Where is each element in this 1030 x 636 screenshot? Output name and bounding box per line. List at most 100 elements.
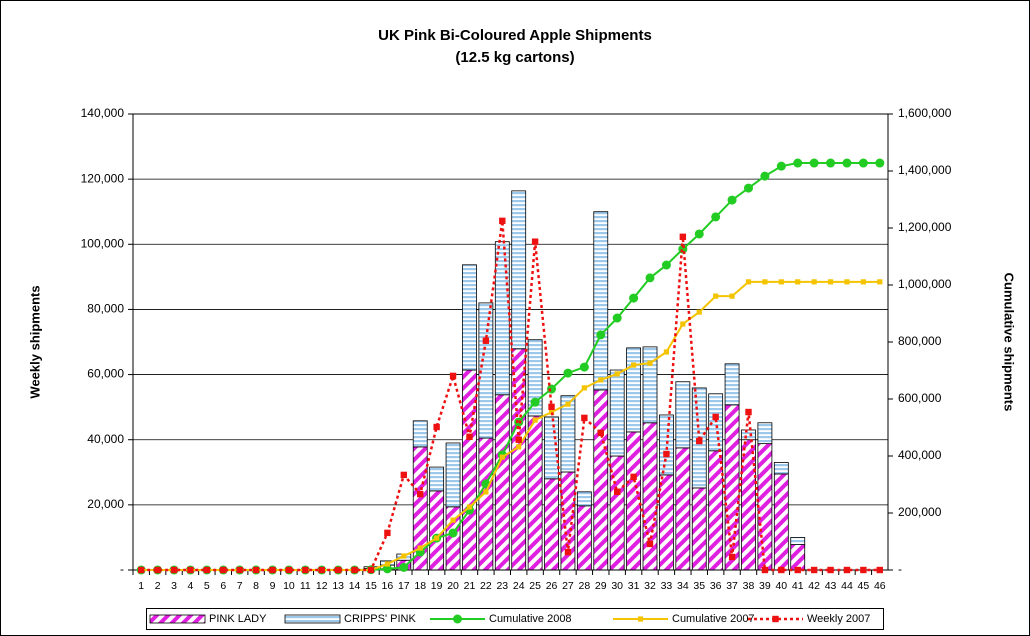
point — [499, 454, 505, 460]
point — [269, 566, 276, 574]
point — [843, 566, 851, 574]
x-tick-label: 24 — [513, 580, 525, 592]
point — [809, 158, 819, 168]
x-tick-label: 7 — [237, 580, 243, 592]
y2-tick-label: 1,400,000 — [898, 163, 952, 177]
point — [399, 562, 409, 572]
point — [170, 566, 178, 574]
bar — [462, 369, 477, 571]
x-tick-label: 6 — [220, 580, 226, 592]
point — [417, 490, 424, 498]
bar — [412, 420, 428, 448]
bar — [511, 190, 527, 350]
point — [630, 362, 637, 368]
point — [810, 566, 818, 574]
bar — [724, 404, 740, 571]
point — [482, 337, 490, 344]
legend-label: CRIPPS' PINK — [344, 613, 416, 625]
y-tick-label: 100,000 — [81, 236, 125, 250]
point — [499, 217, 506, 225]
legend-label: Weekly 2007 — [807, 613, 870, 625]
y-tick-label: 60,000 — [87, 367, 124, 381]
x-tick-label: 32 — [644, 580, 656, 592]
y2-tick-label: 1,000,000 — [898, 277, 952, 291]
x-tick-label: 35 — [693, 580, 705, 592]
legend-box — [146, 608, 884, 630]
point — [646, 540, 654, 548]
chart-title: UK Pink Bi-Coloured Apple Shipments — [378, 27, 652, 44]
point — [795, 279, 801, 285]
point — [433, 423, 440, 431]
point — [384, 529, 391, 537]
legend-label: PINK LADY — [209, 613, 267, 625]
x-tick-label: 14 — [349, 580, 361, 592]
point — [860, 279, 866, 285]
point — [581, 385, 587, 391]
point — [448, 528, 458, 538]
point — [761, 566, 769, 574]
y2-tick-label: 1,200,000 — [898, 220, 952, 234]
x-tick-label: 23 — [496, 580, 508, 592]
x-tick-label: 34 — [677, 580, 689, 592]
x-tick-label: 17 — [398, 580, 410, 592]
x-tick-label: 42 — [808, 580, 820, 592]
x-tick-label: 27 — [562, 580, 574, 592]
point — [434, 535, 440, 541]
point — [565, 401, 571, 407]
x-tick-label: 45 — [858, 580, 870, 592]
point — [844, 279, 850, 285]
point — [712, 413, 719, 421]
point — [236, 566, 243, 574]
point — [727, 195, 737, 205]
bar — [593, 389, 609, 571]
point — [367, 566, 375, 574]
y2-tick-label: 800,000 — [898, 334, 942, 348]
x-tick-label: 10 — [283, 580, 295, 592]
bar — [527, 415, 543, 571]
x-tick-label: 12 — [316, 580, 328, 592]
legend-label: Cumulative 2008 — [489, 613, 572, 625]
bar — [659, 474, 674, 571]
y-tick-label: 120,000 — [81, 171, 125, 185]
x-tick-label: 25 — [529, 580, 541, 592]
bar — [429, 490, 445, 571]
bar — [708, 393, 724, 452]
point — [285, 566, 293, 574]
point — [466, 504, 473, 510]
bar — [741, 429, 756, 441]
point — [679, 233, 687, 240]
bar — [691, 487, 707, 571]
point — [696, 437, 703, 445]
y2-tick-label: 400,000 — [898, 448, 942, 462]
x-tick-label: 20 — [447, 580, 459, 592]
bar — [659, 414, 674, 476]
x-tick-label: 13 — [332, 580, 344, 592]
bar — [642, 422, 658, 571]
y2-tick-label: 200,000 — [898, 505, 942, 519]
point — [680, 321, 686, 327]
point — [597, 429, 604, 437]
point — [629, 293, 639, 303]
bar — [527, 339, 543, 417]
point — [860, 566, 867, 574]
point — [811, 279, 817, 285]
x-tick-label: 36 — [710, 580, 722, 592]
bar — [462, 264, 477, 371]
point — [598, 377, 604, 383]
point — [547, 384, 557, 394]
bar — [576, 505, 592, 571]
legend-marker — [772, 615, 779, 623]
point — [564, 548, 572, 556]
point — [351, 566, 358, 574]
bar — [478, 437, 494, 571]
point — [449, 372, 457, 380]
point — [563, 368, 573, 378]
point — [318, 566, 325, 574]
point — [532, 417, 538, 423]
x-tick-label: 37 — [726, 580, 738, 592]
point — [548, 409, 555, 415]
y2-tick-label: 1,600,000 — [898, 106, 952, 120]
bar — [675, 381, 691, 449]
point — [302, 566, 309, 574]
